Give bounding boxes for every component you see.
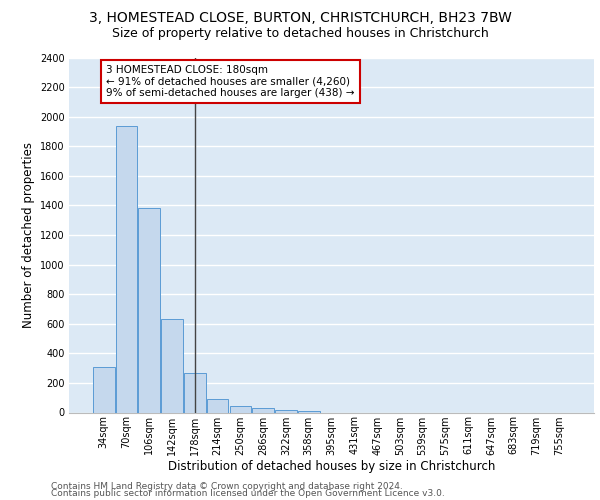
Bar [139, 208, 160, 412]
Y-axis label: Number of detached properties: Number of detached properties [22, 142, 35, 328]
Bar [93, 366, 115, 412]
Bar [116, 126, 137, 412]
Text: 3, HOMESTEAD CLOSE, BURTON, CHRISTCHURCH, BH23 7BW: 3, HOMESTEAD CLOSE, BURTON, CHRISTCHURCH… [89, 11, 511, 25]
Text: Size of property relative to detached houses in Christchurch: Size of property relative to detached ho… [112, 28, 488, 40]
Bar [253, 408, 274, 412]
Text: Contains public sector information licensed under the Open Government Licence v3: Contains public sector information licen… [51, 490, 445, 498]
Bar [275, 410, 297, 412]
Bar [207, 399, 229, 412]
Text: 3 HOMESTEAD CLOSE: 180sqm
← 91% of detached houses are smaller (4,260)
9% of sem: 3 HOMESTEAD CLOSE: 180sqm ← 91% of detac… [106, 65, 355, 98]
Bar [184, 374, 206, 412]
Bar [298, 411, 320, 412]
Bar [230, 406, 251, 412]
Bar [161, 320, 183, 412]
Text: Contains HM Land Registry data © Crown copyright and database right 2024.: Contains HM Land Registry data © Crown c… [51, 482, 403, 491]
X-axis label: Distribution of detached houses by size in Christchurch: Distribution of detached houses by size … [168, 460, 495, 473]
